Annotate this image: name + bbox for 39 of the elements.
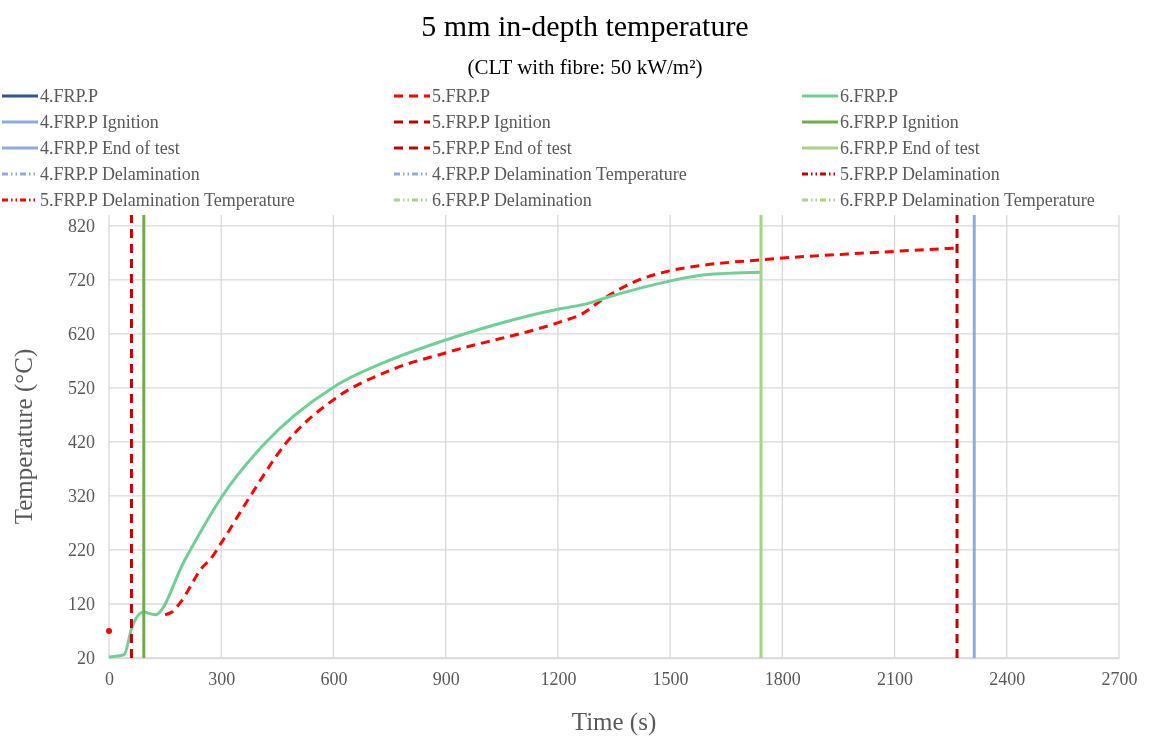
line-series bbox=[107, 270, 763, 659]
legend-label: 5.FRP.P Ignition bbox=[432, 112, 551, 132]
x-tick-label: 0 bbox=[105, 668, 114, 689]
legend-label: 4.FRP.P Delamination bbox=[40, 164, 200, 184]
y-tick-label: 420 bbox=[68, 432, 95, 453]
legend-label: 4.FRP.P Ignition bbox=[40, 112, 159, 132]
x-tick-label: 900 bbox=[432, 668, 460, 689]
chart-subtitle: (CLT with fibre: 50 kW/m²) bbox=[467, 55, 703, 79]
y-tick-label: 220 bbox=[68, 540, 95, 561]
y-tick-label: 520 bbox=[68, 378, 95, 399]
legend-label: 4.FRP.P End of test bbox=[40, 138, 180, 158]
legend-label: 6.FRP.P Delamination Temperature bbox=[840, 190, 1095, 210]
legend-label: 5.FRP.P Delamination bbox=[840, 164, 1000, 184]
legend-label: 4.FRP.P Delamination Temperature bbox=[432, 164, 687, 184]
x-tick-label: 2700 bbox=[1101, 668, 1138, 689]
legend-label: 6.FRP.P bbox=[840, 86, 899, 106]
legend-label: 5.FRP.P End of test bbox=[432, 138, 572, 158]
chart-title: 5 mm in-depth temperature bbox=[421, 9, 749, 42]
legend-label: 5.FRP.P Delamination Temperature bbox=[40, 190, 295, 210]
y-tick-label: 320 bbox=[68, 486, 95, 507]
y-tick-label: 120 bbox=[68, 594, 95, 615]
y-tick-label: 720 bbox=[68, 270, 95, 291]
legend-label: 6.FRP.P Ignition bbox=[840, 112, 959, 132]
legend-label: 6.FRP.P Delamination bbox=[432, 190, 592, 210]
x-tick-label: 1800 bbox=[764, 668, 801, 689]
y-tick-label: 820 bbox=[68, 216, 95, 237]
x-tick-label: 600 bbox=[320, 668, 348, 689]
legend-label: 6.FRP.P End of test bbox=[840, 138, 980, 158]
x-tick-label: 300 bbox=[208, 668, 236, 689]
legend-label: 4.FRP.P bbox=[40, 86, 99, 106]
x-tick-label: 2400 bbox=[989, 668, 1026, 689]
y-tick-label: 20 bbox=[77, 648, 95, 669]
x-tick-label: 2100 bbox=[877, 668, 914, 689]
y-tick-label: 620 bbox=[68, 324, 95, 345]
x-axis-title: Time (s) bbox=[571, 708, 657, 736]
legend-label: 5.FRP.P bbox=[432, 86, 491, 106]
x-tick-label: 1200 bbox=[540, 668, 577, 689]
y-axis-title: Temperature (°C) bbox=[10, 348, 38, 525]
x-tick-label: 1500 bbox=[652, 668, 689, 689]
